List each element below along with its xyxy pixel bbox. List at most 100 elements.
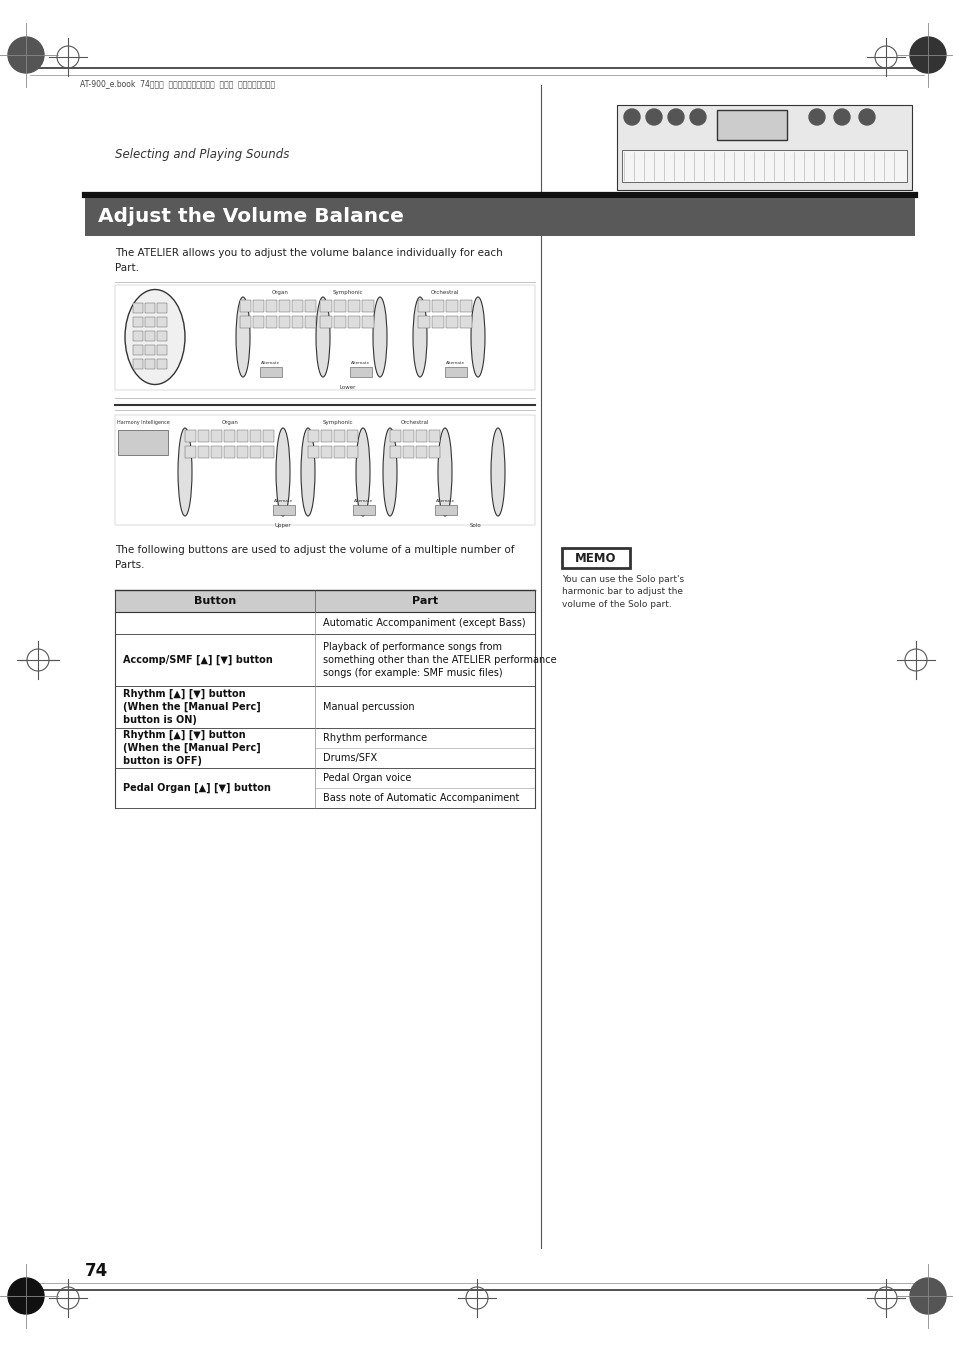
FancyBboxPatch shape: [417, 300, 430, 312]
Text: Part: Part: [412, 596, 437, 607]
Ellipse shape: [355, 428, 370, 516]
Ellipse shape: [315, 297, 330, 377]
FancyBboxPatch shape: [236, 446, 248, 458]
Text: Harmony Intelligence: Harmony Intelligence: [116, 420, 170, 426]
Ellipse shape: [471, 297, 484, 377]
Ellipse shape: [382, 428, 396, 516]
Text: Pedal Organ voice: Pedal Organ voice: [323, 773, 411, 784]
Text: Upper: Upper: [274, 523, 291, 528]
FancyBboxPatch shape: [617, 105, 911, 190]
FancyBboxPatch shape: [157, 345, 167, 355]
Text: The ATELIER allows you to adjust the volume balance individually for each: The ATELIER allows you to adjust the vol…: [115, 249, 502, 258]
Text: Orchestral: Orchestral: [431, 290, 458, 295]
FancyBboxPatch shape: [402, 446, 414, 458]
FancyBboxPatch shape: [157, 359, 167, 369]
FancyBboxPatch shape: [198, 446, 209, 458]
Text: Selecting and Playing Sounds: Selecting and Playing Sounds: [115, 149, 289, 161]
FancyBboxPatch shape: [145, 317, 154, 327]
FancyBboxPatch shape: [263, 446, 274, 458]
FancyBboxPatch shape: [278, 300, 290, 312]
Circle shape: [8, 36, 44, 73]
FancyBboxPatch shape: [334, 316, 346, 328]
Ellipse shape: [235, 297, 250, 377]
FancyBboxPatch shape: [417, 316, 430, 328]
Text: Alternate: Alternate: [274, 499, 293, 503]
FancyBboxPatch shape: [266, 316, 276, 328]
FancyBboxPatch shape: [115, 285, 535, 390]
FancyBboxPatch shape: [361, 300, 374, 312]
Text: Playback of performance songs from
something other than the ATELIER performance
: Playback of performance songs from somet…: [323, 642, 556, 678]
Text: 74: 74: [85, 1262, 108, 1279]
FancyBboxPatch shape: [308, 446, 318, 458]
Text: Accomp/SMF [▲] [▼] button: Accomp/SMF [▲] [▼] button: [123, 655, 273, 665]
FancyBboxPatch shape: [240, 300, 251, 312]
FancyBboxPatch shape: [185, 430, 195, 442]
FancyBboxPatch shape: [334, 430, 345, 442]
FancyBboxPatch shape: [348, 316, 359, 328]
Text: Symphonic: Symphonic: [322, 420, 353, 426]
FancyBboxPatch shape: [115, 590, 535, 612]
Text: Alternate: Alternate: [350, 361, 369, 365]
FancyBboxPatch shape: [157, 303, 167, 313]
FancyBboxPatch shape: [253, 316, 264, 328]
FancyBboxPatch shape: [717, 109, 786, 141]
FancyBboxPatch shape: [145, 331, 154, 340]
FancyBboxPatch shape: [132, 359, 143, 369]
Ellipse shape: [413, 297, 427, 377]
Circle shape: [689, 109, 705, 126]
FancyBboxPatch shape: [250, 430, 261, 442]
FancyBboxPatch shape: [250, 446, 261, 458]
FancyBboxPatch shape: [145, 303, 154, 313]
FancyBboxPatch shape: [185, 446, 195, 458]
FancyBboxPatch shape: [353, 505, 375, 515]
Text: Pedal Organ [▲] [▼] button: Pedal Organ [▲] [▼] button: [123, 782, 271, 793]
Text: Part.: Part.: [115, 263, 139, 273]
Text: Manual percussion: Manual percussion: [323, 703, 415, 712]
FancyBboxPatch shape: [224, 430, 234, 442]
FancyBboxPatch shape: [334, 300, 346, 312]
FancyBboxPatch shape: [132, 345, 143, 355]
Text: Adjust the Volume Balance: Adjust the Volume Balance: [98, 208, 403, 227]
Text: Parts.: Parts.: [115, 561, 144, 570]
FancyBboxPatch shape: [348, 300, 359, 312]
Circle shape: [8, 1278, 44, 1315]
Text: Alternate: Alternate: [445, 361, 464, 365]
Text: AT-900_e.book  74ページ  ２００８年９朎１６日  火曜日  午前１０時３８分: AT-900_e.book 74ページ ２００８年９朎１６日 火曜日 午前１０時…: [80, 78, 274, 88]
FancyBboxPatch shape: [429, 446, 439, 458]
Ellipse shape: [275, 428, 290, 516]
Circle shape: [833, 109, 849, 126]
FancyBboxPatch shape: [308, 430, 318, 442]
FancyBboxPatch shape: [390, 430, 400, 442]
FancyBboxPatch shape: [334, 446, 345, 458]
FancyBboxPatch shape: [320, 430, 332, 442]
FancyBboxPatch shape: [266, 300, 276, 312]
FancyBboxPatch shape: [198, 430, 209, 442]
FancyBboxPatch shape: [211, 430, 222, 442]
FancyBboxPatch shape: [224, 446, 234, 458]
FancyBboxPatch shape: [459, 300, 472, 312]
FancyBboxPatch shape: [621, 150, 906, 182]
Text: Solo: Solo: [470, 523, 481, 528]
FancyBboxPatch shape: [435, 505, 456, 515]
Text: Lower: Lower: [339, 385, 355, 390]
FancyBboxPatch shape: [432, 300, 443, 312]
FancyBboxPatch shape: [211, 446, 222, 458]
Circle shape: [909, 1278, 945, 1315]
FancyBboxPatch shape: [446, 300, 457, 312]
FancyBboxPatch shape: [292, 316, 303, 328]
Text: Organ: Organ: [221, 420, 238, 426]
FancyBboxPatch shape: [432, 316, 443, 328]
FancyBboxPatch shape: [263, 430, 274, 442]
Text: Bass note of Automatic Accompaniment: Bass note of Automatic Accompaniment: [323, 793, 518, 802]
FancyBboxPatch shape: [236, 430, 248, 442]
Text: Symphonic: Symphonic: [333, 290, 363, 295]
Text: MEMO: MEMO: [575, 551, 616, 565]
FancyBboxPatch shape: [390, 446, 400, 458]
FancyBboxPatch shape: [118, 430, 168, 455]
FancyBboxPatch shape: [132, 303, 143, 313]
FancyBboxPatch shape: [459, 316, 472, 328]
FancyBboxPatch shape: [561, 549, 629, 567]
FancyBboxPatch shape: [444, 367, 467, 377]
Circle shape: [808, 109, 824, 126]
Text: Alternate: Alternate: [260, 361, 279, 365]
